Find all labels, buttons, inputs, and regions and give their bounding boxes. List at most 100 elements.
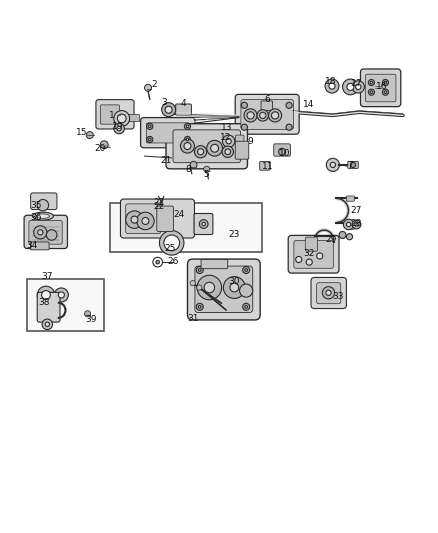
FancyBboxPatch shape (166, 124, 247, 169)
Circle shape (184, 123, 191, 130)
Circle shape (197, 275, 222, 300)
Circle shape (382, 79, 389, 86)
Circle shape (137, 212, 154, 230)
Text: 11: 11 (262, 162, 274, 171)
Circle shape (46, 230, 57, 240)
Circle shape (54, 288, 68, 302)
Circle shape (279, 148, 286, 155)
Circle shape (198, 269, 201, 271)
Text: 30: 30 (229, 277, 240, 286)
Text: 13: 13 (221, 123, 233, 132)
Circle shape (268, 109, 282, 122)
Text: 35: 35 (30, 201, 42, 209)
FancyBboxPatch shape (235, 94, 299, 134)
Circle shape (34, 226, 47, 239)
Text: 31: 31 (187, 314, 198, 322)
Circle shape (325, 79, 339, 93)
Circle shape (330, 162, 336, 167)
FancyBboxPatch shape (173, 130, 240, 163)
Circle shape (241, 124, 247, 130)
Circle shape (226, 139, 231, 144)
Text: 18: 18 (325, 77, 336, 86)
Text: 15: 15 (76, 127, 87, 136)
Circle shape (159, 231, 184, 255)
Text: 14: 14 (303, 100, 314, 109)
Circle shape (352, 81, 364, 93)
Circle shape (114, 110, 130, 126)
Circle shape (147, 136, 153, 142)
Circle shape (202, 222, 205, 226)
Text: 23: 23 (229, 230, 240, 239)
Circle shape (326, 290, 331, 295)
FancyBboxPatch shape (146, 123, 189, 143)
Circle shape (240, 284, 253, 297)
Circle shape (245, 269, 247, 271)
Circle shape (162, 103, 176, 117)
Circle shape (145, 84, 152, 91)
FancyBboxPatch shape (31, 193, 57, 209)
Circle shape (131, 216, 138, 223)
Text: 7: 7 (347, 161, 353, 170)
FancyBboxPatch shape (346, 224, 354, 229)
Text: 17: 17 (351, 79, 363, 88)
FancyBboxPatch shape (187, 259, 260, 320)
Circle shape (243, 266, 250, 273)
Circle shape (37, 286, 55, 304)
Circle shape (190, 161, 197, 168)
Bar (27, 279, 104, 332)
Circle shape (180, 139, 194, 153)
Circle shape (194, 146, 207, 158)
Circle shape (243, 303, 250, 310)
Circle shape (286, 102, 292, 108)
Circle shape (148, 138, 151, 141)
Circle shape (339, 231, 346, 238)
FancyBboxPatch shape (236, 135, 244, 149)
Circle shape (186, 138, 189, 141)
Text: 32: 32 (303, 249, 314, 258)
Circle shape (204, 282, 215, 293)
Text: 37: 37 (42, 272, 53, 281)
FancyBboxPatch shape (96, 100, 134, 129)
Circle shape (184, 136, 191, 142)
Text: 24: 24 (173, 211, 184, 219)
FancyBboxPatch shape (157, 206, 173, 231)
FancyBboxPatch shape (194, 214, 213, 235)
Circle shape (196, 266, 203, 273)
Circle shape (186, 125, 189, 128)
Circle shape (204, 166, 210, 172)
Circle shape (211, 144, 219, 152)
Ellipse shape (36, 214, 49, 219)
FancyBboxPatch shape (241, 100, 293, 130)
Circle shape (317, 253, 323, 259)
Text: 9: 9 (247, 137, 254, 146)
FancyBboxPatch shape (317, 282, 341, 304)
Circle shape (296, 256, 302, 263)
Circle shape (42, 319, 53, 329)
FancyBboxPatch shape (235, 141, 249, 159)
Text: 33: 33 (332, 292, 344, 301)
FancyBboxPatch shape (260, 161, 270, 170)
Circle shape (368, 79, 374, 86)
Circle shape (184, 142, 191, 150)
Circle shape (199, 220, 208, 229)
Circle shape (37, 199, 49, 211)
Circle shape (346, 222, 351, 227)
Circle shape (156, 260, 159, 264)
FancyBboxPatch shape (288, 236, 339, 273)
Text: 3: 3 (161, 98, 167, 107)
Circle shape (198, 305, 201, 308)
Circle shape (45, 322, 49, 327)
FancyBboxPatch shape (365, 74, 396, 102)
Circle shape (350, 162, 356, 167)
Text: 19: 19 (112, 122, 123, 131)
Circle shape (244, 109, 257, 122)
Circle shape (322, 287, 335, 299)
Circle shape (384, 81, 387, 84)
FancyBboxPatch shape (128, 115, 140, 122)
Circle shape (355, 223, 358, 226)
Text: 8: 8 (185, 165, 191, 174)
Circle shape (247, 112, 254, 119)
Circle shape (384, 91, 387, 93)
FancyBboxPatch shape (176, 104, 191, 115)
Text: 28: 28 (350, 219, 361, 228)
